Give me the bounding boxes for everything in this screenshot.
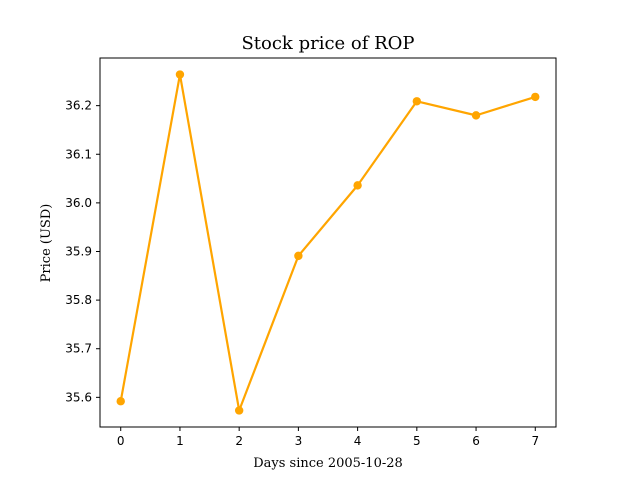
series-line (119, 73, 536, 412)
plot-frame (99, 57, 557, 428)
data-point (175, 70, 185, 79)
x-tick-label: 2 (235, 434, 243, 448)
data-point (531, 92, 540, 102)
chart-title: Stock price of ROP (241, 33, 414, 54)
x-axis-label: Days since 2005-10-28 (253, 456, 403, 471)
y-tick-label: 36.0 (65, 196, 92, 210)
data-point (471, 111, 481, 120)
data-point (294, 251, 303, 261)
data-point (234, 406, 244, 415)
y-tick-label: 36.2 (65, 99, 92, 113)
y-tick-label: 35.9 (65, 244, 92, 258)
y-axis-label: Price (USD) (39, 204, 54, 283)
y-tick-label: 36.1 (65, 147, 92, 161)
data-point (412, 97, 422, 106)
y-tick-label: 35.7 (65, 342, 92, 356)
data-point (116, 397, 125, 406)
y-tick-label: 35.6 (65, 390, 92, 404)
x-axis: 0 1 2 3 4 5 6 7 (117, 427, 539, 448)
x-tick-label: 5 (413, 434, 421, 448)
x-tick-label: 3 (295, 434, 303, 448)
x-tick-label: 4 (354, 434, 362, 448)
x-tick-label: 7 (531, 434, 539, 448)
x-tick-label: 6 (472, 434, 480, 448)
x-tick-label: 1 (176, 434, 184, 448)
x-tick-label: 0 (117, 434, 125, 448)
data-point (353, 181, 362, 190)
series-layer (116, 70, 540, 415)
y-axis: 35.6 35.7 35.8 35.9 36.0 36.1 36.2 (65, 99, 100, 404)
y-tick-label: 35.8 (65, 293, 92, 307)
